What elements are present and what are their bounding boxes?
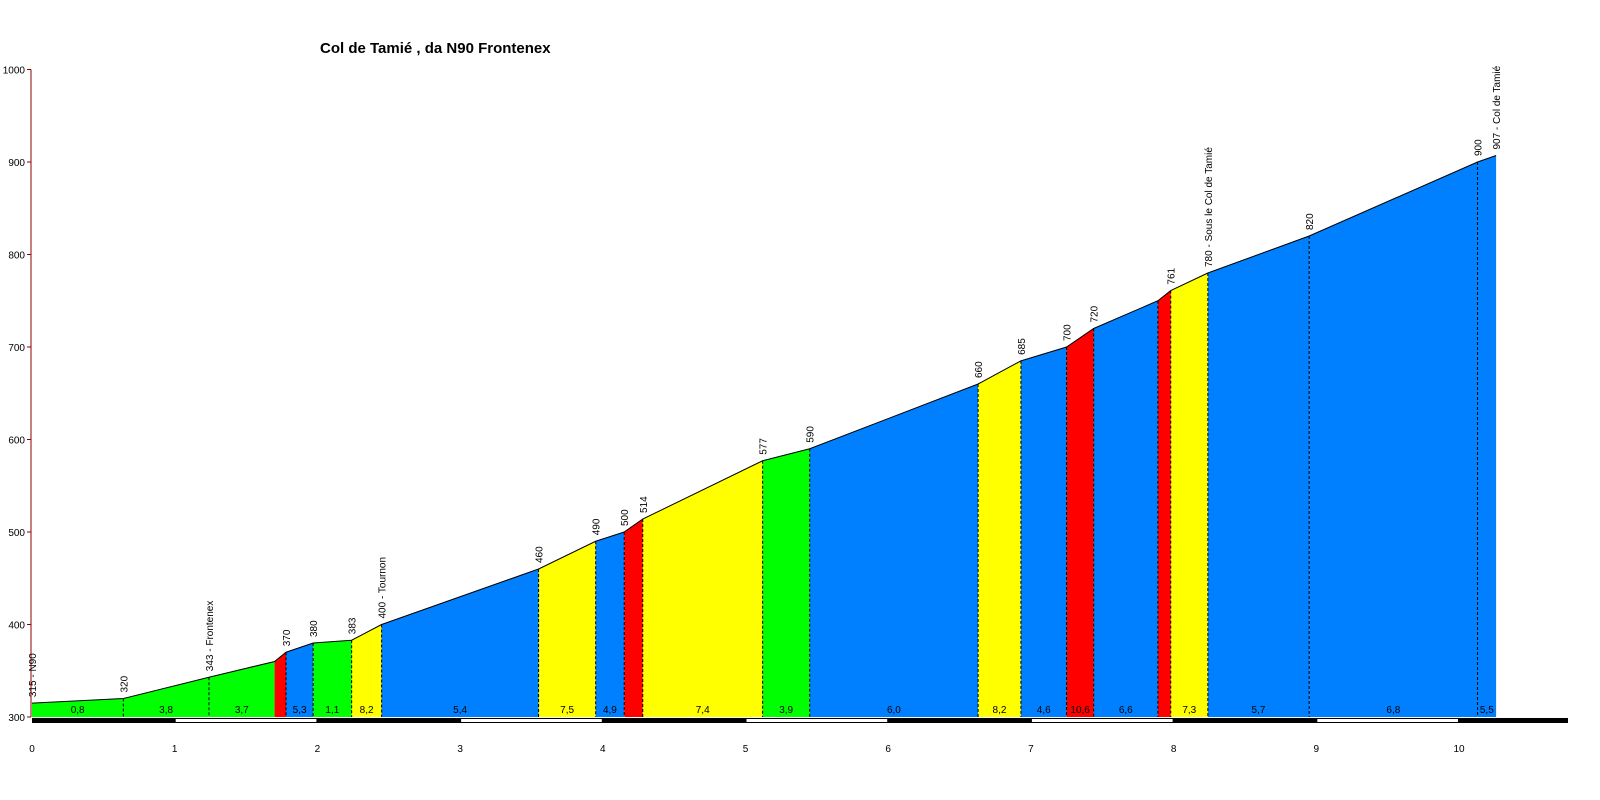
chart-title: Col de Tamié , da N90 Frontenex [320,40,551,57]
profile-segment-20 [1207,236,1310,717]
profile-segment-3 [274,652,287,717]
y-tick-label-2: 500 [8,528,25,539]
elevation-label-20: 900 [1474,139,1485,156]
profile-segment-0 [32,698,124,717]
y-tick-label-7: 1000 [3,66,26,77]
x-axis-bar-white-1 [175,719,317,722]
profile-segment-6 [351,624,382,717]
gradient-label-1: 3,8 [159,705,173,716]
x-tick-label-4: 4 [600,744,606,755]
gradient-label-13: 6,0 [887,705,901,716]
x-tick-label-10: 10 [1453,744,1465,755]
elevation-labels: 315 - N90 320 343 - Frontenex 370 380 383 400 … [28,65,1503,697]
profile-segment-4 [286,643,314,717]
x-axis-bar-white-5 [746,719,888,722]
gradient-label-0: 0,8 [71,705,85,716]
elevation-label-10: 514 [639,496,650,513]
profile-segment-1 [123,677,209,717]
gradient-label-21: 6,8 [1386,705,1400,716]
y-tick-label-4: 700 [8,343,25,354]
elevation-label-17: 761 [1167,267,1178,284]
elevation-label-18: 780 - Sous le Col de Tamié [1204,147,1215,267]
y-tick-label-6: 900 [8,158,25,169]
y-tick-label-3: 600 [8,436,25,447]
gradient-label-7: 5,4 [453,705,467,716]
x-tick-label-9: 9 [1314,744,1320,755]
elevation-label-13: 660 [974,361,985,378]
elevation-label-5: 383 [348,617,359,634]
elevation-label-4: 380 [309,620,320,637]
elevation-label-11: 577 [759,438,770,455]
profile-segment-19 [1170,273,1208,717]
y-tick-label-5: 800 [8,251,25,262]
x-tick-label-3: 3 [457,744,463,755]
elevation-label-14: 685 [1017,338,1028,355]
x-axis-bar-white-7 [1031,719,1173,722]
y-tick-label-1: 400 [8,621,25,632]
x-tick-label-7: 7 [1028,744,1034,755]
profile-segment-13 [809,384,979,717]
elevation-label-3: 370 [282,629,293,646]
profile-segment-12 [762,448,810,717]
segment-dividers [122,162,1479,717]
elevation-label-2: 343 - Frontenex [205,601,216,672]
y-tick-label-0: 300 [8,713,25,724]
profile-outline [31,155,1497,704]
profile-segment-7 [381,569,539,717]
profile-segment-14 [978,360,1021,717]
elevation-label-1: 320 [119,675,130,692]
profile-segment-9 [595,532,625,717]
profile-segment-21 [1309,162,1478,717]
profile-segment-5 [313,640,352,717]
elevation-label-7: 460 [535,546,546,563]
x-axis-bar-white-3 [461,719,602,722]
x-tick-label-5: 5 [743,744,749,755]
gradient-label-6: 8,2 [360,705,374,716]
gradient-labels: 0,8 3,8 3,7 5,3 1,1 8,2 5,4 7,5 4,9 7,4 3,9 6,0 8,2 4… [71,705,1495,716]
x-axis-bar-white-9 [1317,719,1458,722]
x-tick-label-8: 8 [1171,744,1177,755]
profile-segment-10 [624,519,643,717]
elevation-label-12: 590 [806,426,817,443]
x-tick-label-0: 0 [29,744,35,755]
gradient-label-8: 7,5 [560,705,574,716]
x-tick-label-2: 2 [315,744,321,755]
gradient-label-16: 10,6 [1070,705,1090,716]
gradient-label-2: 3,7 [235,705,249,716]
elevation-label-8: 490 [592,518,603,535]
gradient-label-15: 4,6 [1037,705,1051,716]
elevation-label-0: 315 - N90 [28,653,39,697]
gradient-label-22: 5,5 [1480,705,1494,716]
elevation-label-21: 907 - Col de Tamié [1492,65,1503,149]
profile-segment-16 [1066,328,1094,717]
elevation-label-19: 820 [1305,213,1316,230]
elevation-label-15: 700 [1063,324,1074,341]
profile-segment-22 [1477,155,1497,717]
profile-segment-8 [538,541,596,717]
profile-segment-18 [1157,290,1171,717]
profile-segment-17 [1093,300,1158,717]
profile-segment-11 [642,460,763,717]
x-tick-label-1: 1 [172,744,178,755]
profile-segment-15 [1020,347,1067,717]
x-axis: 0 1 2 3 4 5 6 7 8 9 10 [29,718,1568,755]
gradient-label-17: 6,6 [1119,705,1133,716]
gradient-label-14: 8,2 [993,705,1007,716]
elevation-label-9: 500 [620,509,631,526]
elevation-label-16: 720 [1090,305,1101,322]
gradient-label-12: 3,9 [779,705,793,716]
profile-segments [32,155,1497,717]
gradient-label-5: 1,1 [325,705,339,716]
gradient-label-11: 7,4 [696,705,710,716]
gradient-label-9: 4,9 [603,705,617,716]
gradient-label-20: 5,7 [1252,705,1266,716]
y-axis: 300 400 500 600 700 800 900 1000 [3,66,32,724]
elevation-label-6: 400 - Tournon [378,557,389,619]
profile-segment-2 [208,661,275,717]
gradient-label-4: 5,3 [293,705,307,716]
x-tick-label-6: 6 [885,744,891,755]
gradient-label-19: 7,3 [1182,705,1196,716]
